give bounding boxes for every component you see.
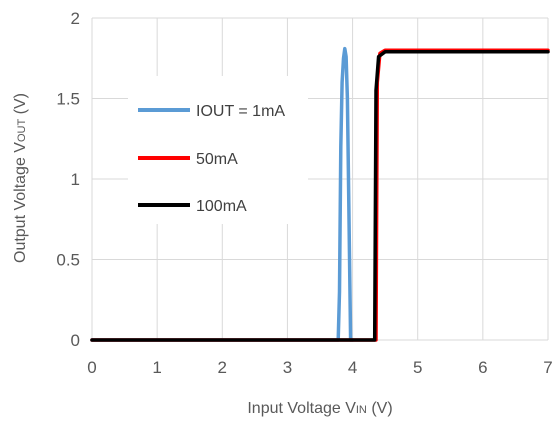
legend: IOUT = 1mA 50mA 100mA — [128, 76, 308, 224]
y-tick-label: 0 — [71, 331, 80, 350]
x-tick-label: 6 — [478, 358, 487, 377]
y-axis-ticks: 0 0.5 1 1.5 2 — [56, 9, 80, 350]
legend-label-100ma: 100mA — [196, 198, 247, 215]
x-tick-label: 3 — [283, 358, 292, 377]
x-tick-label: 5 — [413, 358, 422, 377]
x-axis-ticks: 0 1 2 3 4 5 6 7 — [87, 358, 552, 377]
x-tick-label: 7 — [543, 358, 552, 377]
legend-label-1ma: IOUT = 1mA — [196, 103, 285, 120]
x-tick-label: 2 — [218, 358, 227, 377]
x-tick-label: 4 — [348, 358, 357, 377]
y-axis-label: Output Voltage VOUT (V) — [12, 93, 29, 263]
x-axis-label: Input Voltage VIN (V) — [247, 400, 392, 417]
y-tick-label: 2 — [71, 9, 80, 28]
legend-label-50ma: 50mA — [196, 151, 238, 168]
y-tick-label: 0.5 — [56, 251, 80, 270]
x-tick-label: 0 — [87, 358, 96, 377]
y-tick-label: 1.5 — [56, 90, 80, 109]
y-tick-label: 1 — [71, 170, 80, 189]
x-tick-label: 1 — [152, 358, 161, 377]
